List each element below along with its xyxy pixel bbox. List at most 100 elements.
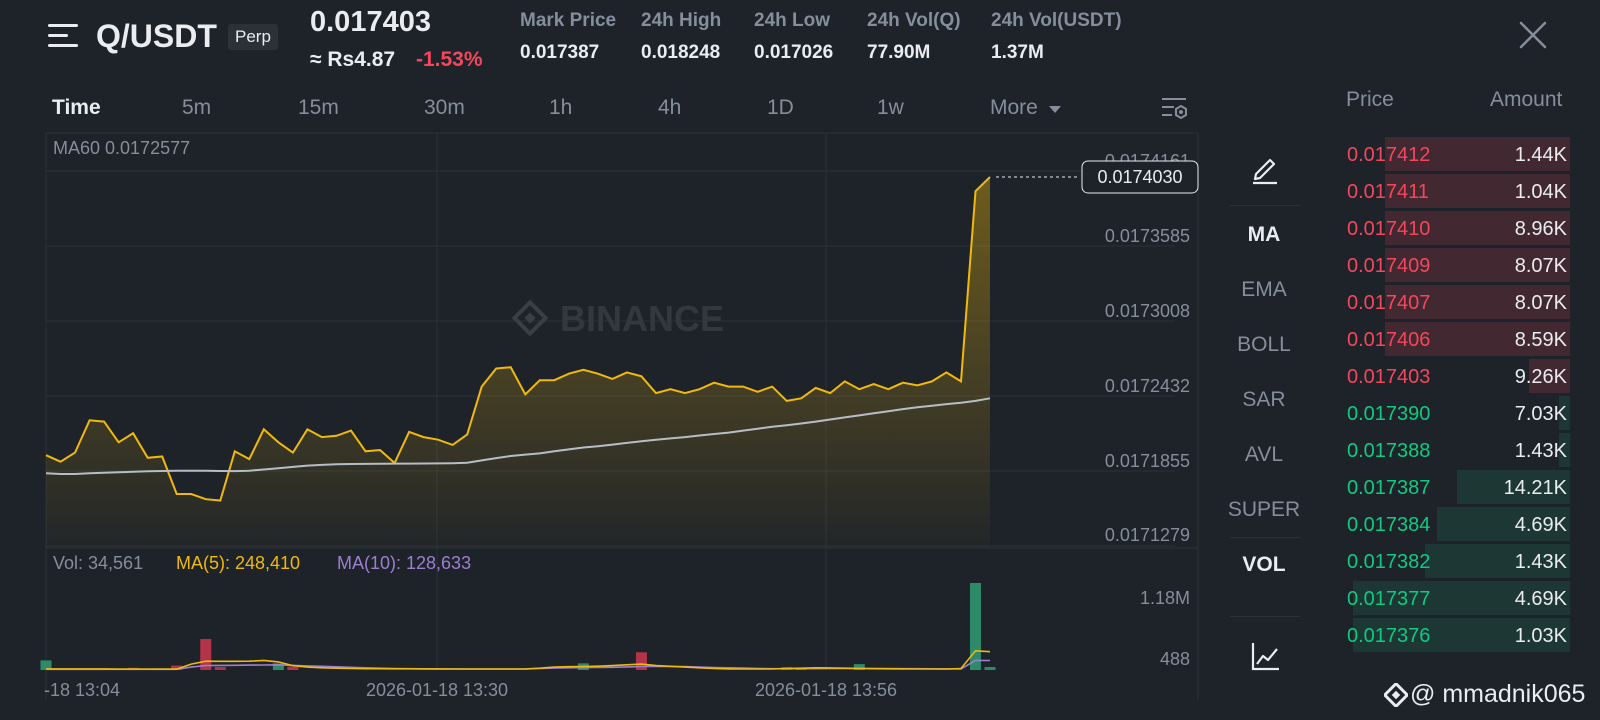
indicator-ma[interactable]: MA bbox=[1247, 223, 1281, 246]
price-axis-tick: 0.0172432 bbox=[1105, 376, 1190, 396]
orderbook-price: 0.017388 bbox=[1347, 440, 1431, 462]
orderbook-bid-row[interactable]: 0.017384 4.69K bbox=[1344, 507, 1570, 543]
orderbook-amount: 1.04K bbox=[1514, 181, 1567, 203]
orderbook-price: 0.017377 bbox=[1347, 588, 1431, 610]
orderbook-amount: 1.44K bbox=[1514, 144, 1567, 166]
orderbook-price-header: Price bbox=[1346, 88, 1394, 111]
volume-bar bbox=[969, 583, 981, 670]
orderbook-bid-row[interactable]: 0.017382 1.43K bbox=[1344, 544, 1570, 580]
menu-icon[interactable] bbox=[48, 24, 82, 50]
price-axis-tick: 0.0173008 bbox=[1105, 301, 1190, 321]
orderbook-bid-row[interactable]: 0.017390 7.03K bbox=[1344, 396, 1570, 432]
tab-30m[interactable]: 30m bbox=[424, 96, 465, 119]
depth-bar bbox=[1558, 433, 1570, 467]
depth-bar bbox=[1384, 211, 1570, 245]
orderbook-amount: 4.69K bbox=[1514, 588, 1567, 610]
orderbook-ask-row[interactable]: 0.017412 1.44K bbox=[1344, 137, 1570, 173]
volume-bar bbox=[984, 667, 996, 670]
time-axis-ticks: -18 13:04 2026-01-18 13:30 2026-01-18 13:5… bbox=[44, 680, 897, 700]
orderbook-bid-row[interactable]: 0.017387 14.21K bbox=[1344, 470, 1570, 506]
orderbook-amount: 14.21K bbox=[1503, 477, 1567, 499]
volume-series: 1.18M 488 bbox=[40, 583, 1190, 671]
close-icon[interactable] bbox=[1516, 18, 1550, 52]
depth-bar bbox=[1384, 285, 1570, 319]
orderbook-ask-row[interactable]: 0.017410 8.96K bbox=[1344, 211, 1570, 247]
volume-bar bbox=[272, 663, 284, 670]
depth-bar bbox=[1384, 322, 1570, 356]
time-axis-tick: 2026-01-18 13:56 bbox=[755, 680, 897, 700]
binance-logo-icon bbox=[1382, 681, 1410, 709]
depth-bar bbox=[1384, 248, 1570, 282]
depth-bar bbox=[1457, 470, 1570, 504]
orderbook-amount-header: Amount bbox=[1490, 88, 1563, 111]
chart-settings-icon[interactable] bbox=[1160, 96, 1190, 122]
perp-badge: Perp bbox=[228, 24, 278, 50]
approx-local-price: ≈ Rs4.87 bbox=[310, 48, 396, 71]
stat-label-24h-vol-base: 24h Vol(Q) bbox=[867, 10, 961, 31]
tab-more[interactable]: More bbox=[990, 96, 1062, 120]
volume-axis-tick: 488 bbox=[1160, 649, 1190, 669]
price-change: -1.53% bbox=[416, 48, 483, 71]
pair-symbol[interactable]: Q/USDT bbox=[96, 18, 217, 54]
orderbook-ask-row[interactable]: 0.017407 8.07K bbox=[1344, 285, 1570, 321]
volume-bar bbox=[171, 665, 183, 670]
stat-value-24h-low: 0.017026 bbox=[754, 42, 834, 63]
tab-1h[interactable]: 1h bbox=[549, 96, 573, 119]
volume-bar bbox=[287, 666, 299, 670]
orderbook-ask-row[interactable]: 0.017403 9.26K bbox=[1344, 359, 1570, 395]
tab-more-label: More bbox=[990, 96, 1038, 119]
orderbook-bid-row[interactable]: 0.017376 1.03K bbox=[1344, 618, 1570, 654]
last-price: 0.017403 bbox=[310, 6, 431, 38]
price-axis-tick: 0.0173585 bbox=[1105, 226, 1190, 246]
tab-5m[interactable]: 5m bbox=[182, 96, 212, 119]
tab-time[interactable]: Time bbox=[52, 96, 101, 119]
stat-label-24h-low: 24h Low bbox=[754, 10, 831, 31]
stat-label-24h-high: 24h High bbox=[641, 10, 722, 31]
volume-bar bbox=[40, 660, 52, 670]
orderbook-price: 0.017406 bbox=[1347, 329, 1431, 351]
indicator-super[interactable]: SUPER bbox=[1227, 498, 1301, 521]
indicator-sar[interactable]: SAR bbox=[1242, 388, 1286, 411]
indicator-boll[interactable]: BOLL bbox=[1237, 333, 1291, 356]
orderbook-bid-row[interactable]: 0.017377 4.69K bbox=[1344, 581, 1570, 617]
tab-4h[interactable]: 4h bbox=[658, 96, 682, 119]
orderbook-ask-row[interactable]: 0.017406 8.59K bbox=[1344, 322, 1570, 358]
stat-label-mark-price: Mark Price bbox=[520, 10, 617, 31]
indicator-chart-icon[interactable] bbox=[1250, 640, 1282, 672]
orderbook-ask-row[interactable]: 0.017411 1.04K bbox=[1344, 174, 1570, 210]
volume-ma5-line bbox=[46, 649, 991, 670]
volume-ma5-label: MA(5): 248,410 bbox=[176, 553, 301, 573]
orderbook-price: 0.017410 bbox=[1347, 218, 1431, 240]
orderbook-price: 0.017382 bbox=[1347, 551, 1431, 573]
orderbook-amount: 1.43K bbox=[1514, 440, 1567, 462]
orderbook-bid-row[interactable]: 0.017388 1.43K bbox=[1344, 433, 1570, 469]
depth-bar bbox=[1425, 544, 1570, 578]
stat-value-24h-vol-base: 77.90M bbox=[867, 42, 931, 63]
orderbook-price: 0.017384 bbox=[1347, 514, 1431, 536]
price-axis-tick: 0.0171279 bbox=[1105, 525, 1190, 545]
indicator-vol[interactable]: VOL bbox=[1242, 553, 1286, 576]
depth-bar bbox=[1384, 174, 1570, 208]
orderbook-amount: 1.43K bbox=[1514, 551, 1567, 573]
orderbook-amount: 1.03K bbox=[1514, 625, 1567, 647]
current-price-tag-group: 0.0174030 bbox=[996, 160, 1199, 194]
tab-1w[interactable]: 1w bbox=[877, 96, 904, 119]
draw-pencil-icon[interactable] bbox=[1248, 152, 1282, 186]
volume-axis-tick: 1.18M bbox=[1140, 588, 1190, 608]
stat-value-24h-high: 0.018248 bbox=[641, 42, 721, 63]
volume-bar bbox=[214, 667, 226, 670]
depth-bar bbox=[1558, 396, 1570, 430]
indicator-ema[interactable]: EMA bbox=[1241, 278, 1287, 301]
volume-bar bbox=[853, 664, 865, 670]
orderbook-ask-row[interactable]: 0.017409 8.07K bbox=[1344, 248, 1570, 284]
volume-bar bbox=[200, 639, 212, 670]
ma60-line bbox=[45, 397, 991, 475]
tab-1d[interactable]: 1D bbox=[767, 96, 794, 119]
depth-bar bbox=[1529, 359, 1570, 393]
orderbook-amount: 8.59K bbox=[1514, 329, 1567, 351]
orderbook-price: 0.017387 bbox=[1347, 477, 1431, 499]
tab-15m[interactable]: 15m bbox=[298, 96, 339, 119]
indicator-avl[interactable]: AVL bbox=[1244, 443, 1284, 466]
user-watermark-text: @ mmadnik065 bbox=[1410, 680, 1586, 708]
